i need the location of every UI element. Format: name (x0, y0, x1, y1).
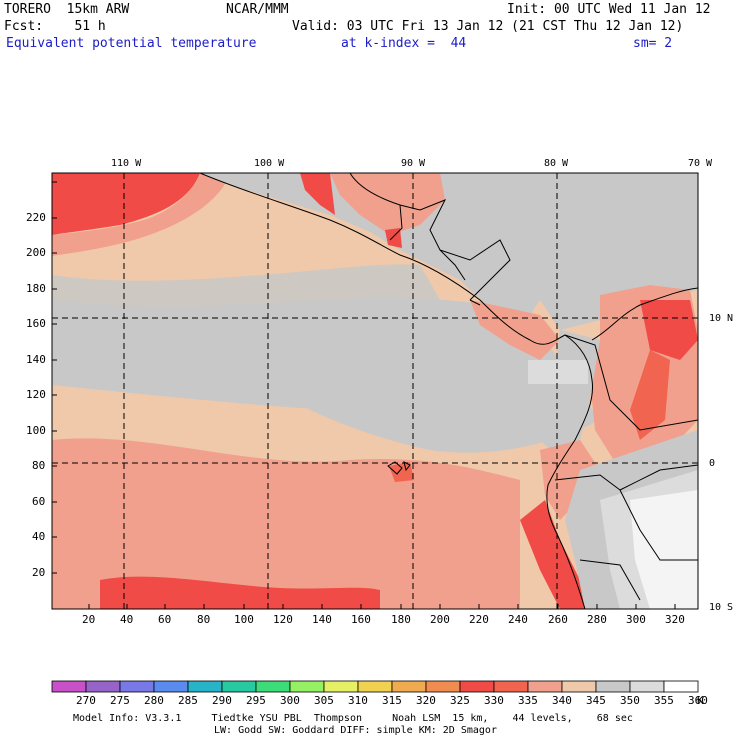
model-title: TORERO 15km ARW (4, 2, 130, 17)
lat-label-0: 0 (709, 458, 716, 469)
colorbar-label: 330 (484, 694, 504, 707)
x-tick-label: 40 (120, 613, 134, 626)
y-tick-label: 100 (26, 424, 46, 437)
y-tick-label: 60 (32, 495, 46, 508)
country-borders (389, 204, 698, 601)
init-time: Init: 00 UTC Wed 11 Jan 12 (507, 2, 711, 17)
lon-label-70w: 70 W (688, 158, 713, 169)
colorbar-swatch (629, 680, 665, 693)
colorbar-swatch (289, 680, 325, 693)
x-tick-label: 260 (548, 613, 568, 626)
colorbar-label: 305 (314, 694, 334, 707)
colorbar-label: 345 (586, 694, 606, 707)
colorbar-label: 355 (654, 694, 674, 707)
smoothing-label: sm= 2 (633, 36, 673, 51)
colorbar-swatch (459, 680, 495, 693)
colorbar-swatch (51, 680, 87, 693)
model-info: Model Info: V3.3.1 Tiedtke YSU PBL Thomp… (73, 713, 633, 724)
lon-label-110w: 110 W (111, 158, 142, 169)
y-tick-label: 80 (32, 459, 46, 472)
axis-ticks (52, 181, 676, 609)
colorbar-swatch (561, 680, 597, 693)
x-tick-label: 20 (82, 613, 96, 626)
colorbar-swatch (221, 680, 257, 693)
colorbar-swatch (255, 680, 291, 693)
level-label: at k-index = 44 (341, 36, 467, 51)
lat-label-10n: 10 N (709, 313, 734, 324)
colorbar-label: 300 (280, 694, 300, 707)
colorbar-label: 360 (688, 694, 708, 707)
colorbar-label: 280 (144, 694, 164, 707)
colorbar-swatch (595, 680, 631, 693)
colorbar-swatch (357, 680, 393, 693)
y-tick-label: 140 (26, 353, 46, 366)
colorbar-swatch (527, 680, 563, 693)
y-tick-label: 200 (26, 246, 46, 259)
colorbar-label: 285 (178, 694, 198, 707)
colorbar-swatch (323, 680, 359, 693)
valid-time: Valid: 03 UTC Fri 13 Jan 12 (21 CST Thu … (292, 19, 684, 34)
organization-label: NCAR/MMM (226, 2, 289, 17)
x-tick-label: 300 (626, 613, 646, 626)
colorbar-swatch (493, 680, 529, 693)
lon-label-100w: 100 W (254, 158, 285, 169)
y-tick-label: 160 (26, 317, 46, 330)
colorbar-label: 335 (518, 694, 538, 707)
x-tick-label: 320 (665, 613, 685, 626)
colorbar-swatch (425, 680, 461, 693)
colorbar-label: 290 (212, 694, 232, 707)
y-tick-label: 20 (32, 566, 46, 579)
colorbar-swatch (187, 680, 223, 693)
colorbar-swatch (391, 680, 427, 693)
colorbar-swatch (85, 680, 121, 693)
y-tick-label: 40 (32, 530, 46, 543)
lon-label-80w: 80 W (544, 158, 569, 169)
colorbar-label: 340 (552, 694, 572, 707)
y-tick-label: 120 (26, 388, 46, 401)
x-tick-label: 100 (234, 613, 254, 626)
map-frame (51, 172, 699, 610)
colorbar-swatch (663, 680, 699, 693)
x-tick-label: 80 (197, 613, 211, 626)
colorbar-label: 315 (382, 694, 402, 707)
y-tick-label: 220 (26, 211, 46, 224)
x-tick-label: 280 (587, 613, 607, 626)
colorbar-label: 320 (416, 694, 436, 707)
coastlines (199, 173, 698, 609)
physics-info: LW: Godd SW: Goddard DIFF: simple KM: 2D… (214, 725, 497, 736)
colorbar-label: 295 (246, 694, 266, 707)
field-name: Equivalent potential temperature (6, 36, 257, 51)
colorbar-label: 325 (450, 694, 470, 707)
colorbar-swatch (153, 680, 189, 693)
forecast-hour: Fcst: 51 h (4, 19, 106, 34)
lon-label-90w: 90 W (401, 158, 426, 169)
colorbar-swatch (119, 680, 155, 693)
colorbar-label: 270 (76, 694, 96, 707)
theta-e-field (52, 173, 698, 609)
colorbar-label: 350 (620, 694, 640, 707)
colorbar-label: 275 (110, 694, 130, 707)
lat-label-10s: 10 S (709, 602, 734, 613)
x-tick-label: 180 (391, 613, 411, 626)
x-tick-label: 120 (273, 613, 293, 626)
colorbar-label: 310 (348, 694, 368, 707)
x-tick-label: 160 (351, 613, 371, 626)
lat-lon-grid (52, 173, 698, 609)
y-tick-label: 180 (26, 282, 46, 295)
x-tick-label: 240 (508, 613, 528, 626)
colorbar-unit: K (697, 694, 704, 707)
x-tick-label: 200 (430, 613, 450, 626)
x-tick-label: 220 (469, 613, 489, 626)
x-tick-label: 60 (158, 613, 172, 626)
x-tick-label: 140 (312, 613, 332, 626)
